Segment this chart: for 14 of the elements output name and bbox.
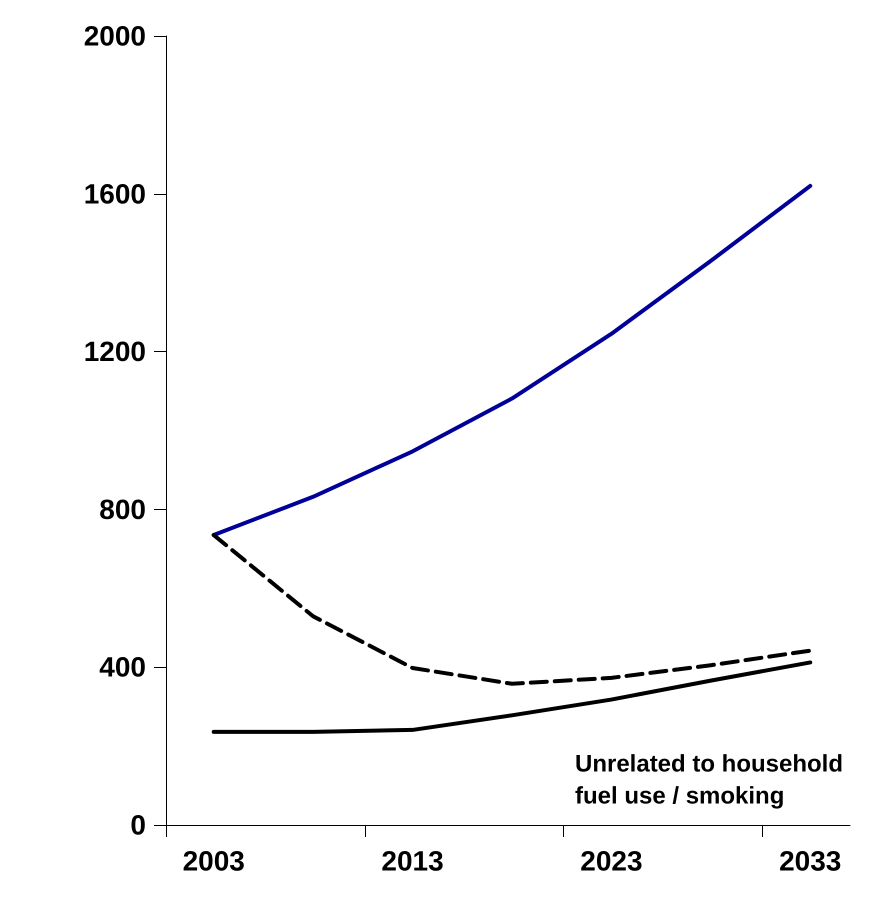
- x-tick-label: 2023: [580, 846, 643, 876]
- y-tick-label: 400: [99, 652, 146, 683]
- x-tick-label: 2033: [779, 846, 842, 876]
- y-tick-label: 0: [130, 810, 146, 840]
- y-tick-label: 1600: [84, 178, 146, 210]
- x-tick-label: 2013: [381, 846, 444, 876]
- y-tick-label: 800: [99, 494, 146, 525]
- line-series: [212, 533, 812, 686]
- y-tick-label: 2000: [84, 20, 146, 52]
- x-tick-label: 2003: [182, 846, 245, 876]
- line-series: [212, 660, 812, 734]
- line-series: [212, 184, 812, 538]
- y-tick-label: 1200: [84, 336, 146, 368]
- annotation: Unrelated to household fuel use / smoking: [574, 750, 844, 810]
